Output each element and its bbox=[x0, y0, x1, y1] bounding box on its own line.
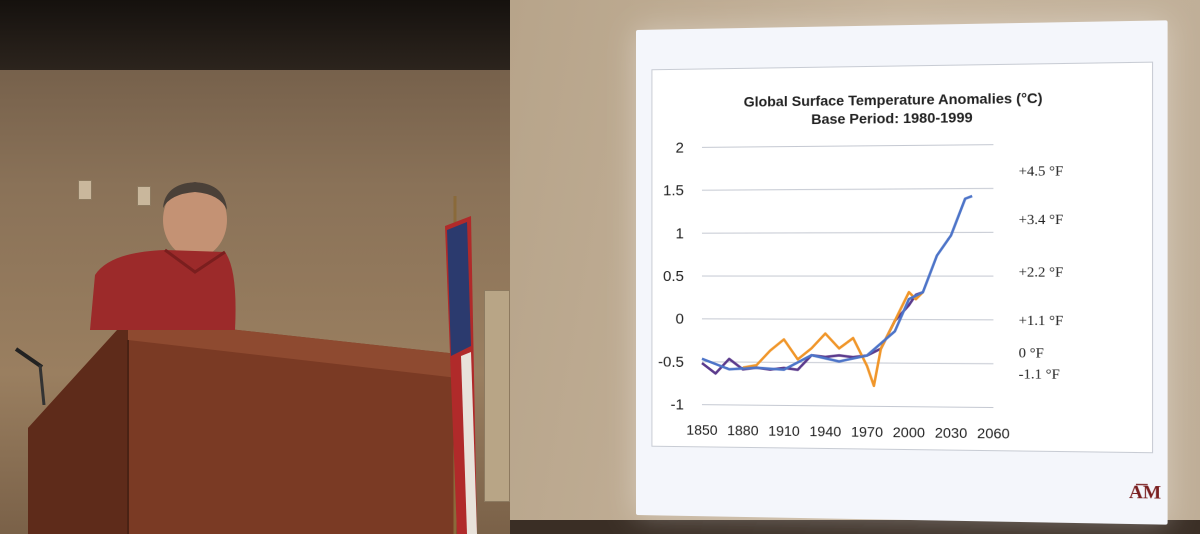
podium bbox=[28, 318, 458, 534]
y-tick-label: 1.5 bbox=[663, 182, 684, 199]
y-tick-label: -1 bbox=[671, 396, 684, 413]
y-tick-label: 2 bbox=[676, 139, 684, 156]
x-tick-label: 1850 bbox=[686, 422, 718, 438]
y2-tick-label: +2.2 °F bbox=[1019, 265, 1064, 281]
x-tick-label: 1880 bbox=[727, 422, 759, 439]
chart-subtitle: Base Period: 1980-1999 bbox=[811, 109, 973, 127]
y2-tick-label: +1.1 °F bbox=[1019, 314, 1064, 330]
y-tick-label: 0 bbox=[676, 311, 684, 328]
y-tick-label: 0.5 bbox=[663, 268, 684, 285]
tamu-logo: A͞M bbox=[1129, 481, 1161, 503]
x-tick-label: 2000 bbox=[893, 424, 925, 441]
x-tick-label: 1910 bbox=[768, 422, 800, 439]
x-tick-label: 1970 bbox=[851, 423, 883, 440]
x-tick-label: 1940 bbox=[809, 423, 841, 440]
door-frame bbox=[484, 290, 510, 502]
y2-tick-label: 0 °F bbox=[1019, 346, 1044, 362]
x-tick-label: 2060 bbox=[977, 425, 1010, 442]
speaker bbox=[70, 180, 250, 330]
y-tick-label: -0.5 bbox=[658, 353, 684, 370]
presentation-slide: Global Surface Temperature Anomalies (°C… bbox=[636, 20, 1168, 524]
y2-tick-label: -1.1 °F bbox=[1019, 367, 1060, 383]
y-tick-label: 1 bbox=[676, 225, 684, 242]
y2-tick-label: +4.5 °F bbox=[1019, 164, 1064, 180]
microphone bbox=[10, 345, 60, 405]
temperature-chart: Global Surface Temperature Anomalies (°C… bbox=[636, 20, 1168, 524]
y2-tick-label: +3.4 °F bbox=[1019, 213, 1064, 229]
us-flag bbox=[437, 196, 481, 534]
x-tick-label: 2030 bbox=[935, 424, 968, 441]
